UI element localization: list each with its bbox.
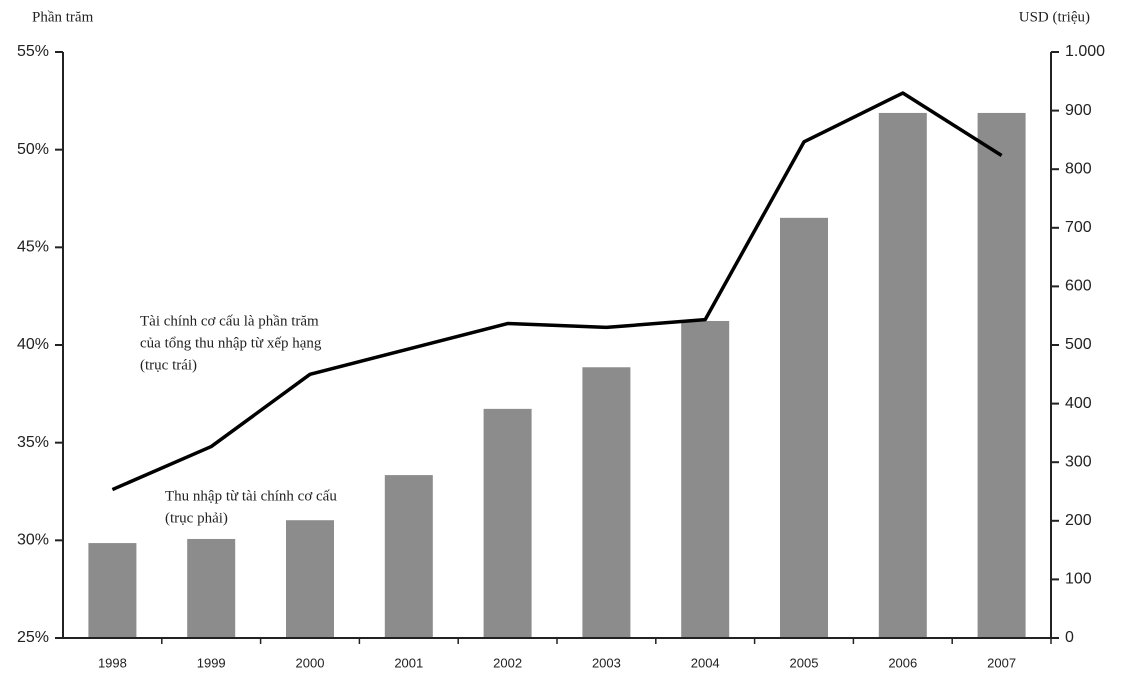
- y2-tick-label: 900: [1065, 102, 1092, 119]
- y-tick-label: 45%: [17, 239, 49, 256]
- bar: [780, 217, 828, 638]
- annotation: Thu nhập từ tài chính cơ cấu: [165, 488, 337, 504]
- bar: [878, 112, 927, 639]
- annotation: Tài chính cơ cấu là phần trăm: [140, 313, 319, 329]
- x-tick-label: 1998: [98, 655, 127, 670]
- bar: [483, 408, 532, 638]
- x-tick-label: 2004: [691, 655, 720, 670]
- y-tick-label: 40%: [17, 336, 49, 353]
- y2-tick-label: 0: [1065, 629, 1074, 646]
- y2-tick-label: 400: [1065, 395, 1092, 412]
- y-tick-label: 25%: [17, 629, 49, 646]
- x-tick-label: 2003: [592, 655, 621, 670]
- bar: [681, 320, 730, 638]
- bar: [187, 538, 236, 638]
- bar: [384, 475, 433, 638]
- annotation: (trục phải): [165, 510, 228, 526]
- bar: [582, 367, 631, 638]
- annotation: (trục trái): [140, 357, 197, 373]
- x-tick-label: 2001: [394, 655, 423, 670]
- y2-tick-label: 600: [1065, 278, 1092, 295]
- y2-tick-label: 1.000: [1065, 43, 1105, 60]
- annotation: của tổng thu nhập từ xếp hạng: [140, 335, 322, 351]
- y-tick-label: 55%: [17, 43, 49, 60]
- y2-tick-label: 300: [1065, 453, 1092, 470]
- line: [111, 91, 1003, 492]
- y2-tick-label: 500: [1065, 336, 1092, 353]
- y-tick-label: 30%: [17, 532, 49, 549]
- x-tick-label: 2002: [493, 655, 522, 670]
- y-tick-label: 35%: [17, 434, 49, 451]
- y-axis-title: Phần trăm: [32, 9, 94, 25]
- x-tick-label: 2006: [888, 655, 917, 670]
- bar: [286, 520, 334, 638]
- x-tick-label: 2005: [790, 655, 819, 670]
- y2-tick-label: 200: [1065, 512, 1092, 529]
- bar: [977, 112, 1026, 639]
- y-tick-label: 50%: [17, 141, 49, 158]
- y2-tick-label: 100: [1065, 571, 1092, 588]
- y2-tick-label: 800: [1065, 160, 1092, 177]
- bar: [88, 543, 137, 638]
- x-tick-label: 2000: [296, 655, 325, 670]
- y2-tick-label: 700: [1065, 219, 1092, 236]
- y2-axis-title: USD (triệu): [1019, 9, 1090, 25]
- x-tick-label: 1999: [197, 655, 226, 670]
- x-tick-label: 2007: [987, 655, 1016, 670]
